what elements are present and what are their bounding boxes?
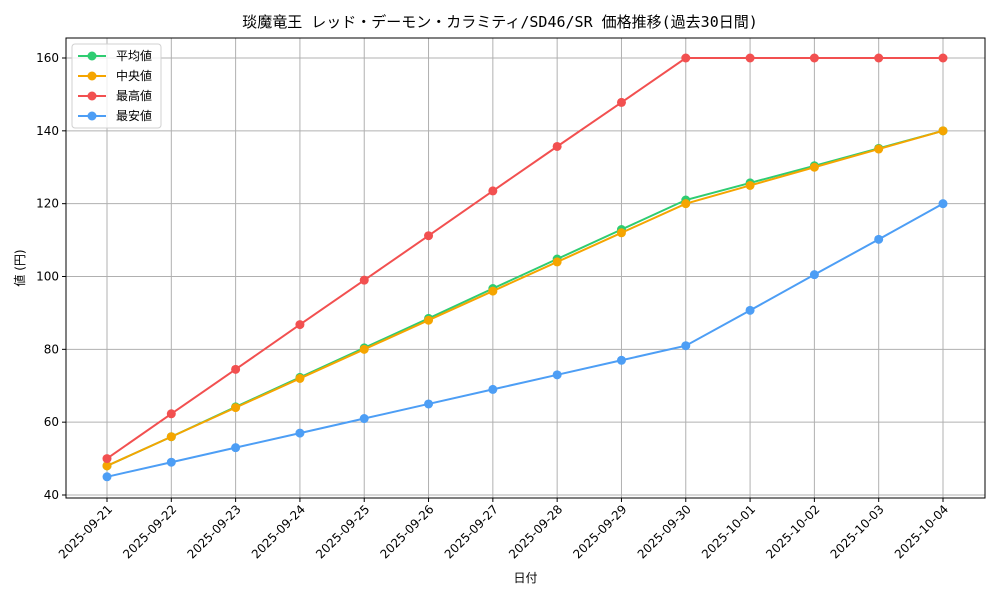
data-point xyxy=(102,454,112,464)
x-tick-label: 2025-10-03 xyxy=(828,502,887,561)
data-point xyxy=(359,414,369,424)
data-point xyxy=(681,341,691,351)
data-point xyxy=(424,231,434,241)
y-tick-label: 140 xyxy=(36,124,59,138)
data-point xyxy=(295,428,305,438)
data-point xyxy=(359,344,369,354)
data-point xyxy=(231,443,241,453)
legend-entry: 中央値 xyxy=(116,68,152,83)
x-tick-label: 2025-09-26 xyxy=(377,502,436,561)
grid xyxy=(66,38,985,498)
data-point xyxy=(488,286,498,296)
data-point xyxy=(745,305,755,315)
x-tick-label: 2025-09-23 xyxy=(185,502,244,561)
data-point xyxy=(681,53,691,63)
x-tick-label: 2025-09-29 xyxy=(570,502,629,561)
legend-entry: 最高値 xyxy=(116,88,152,103)
data-point xyxy=(938,199,948,209)
data-point xyxy=(102,472,112,482)
x-tick-label: 2025-10-02 xyxy=(763,502,822,561)
series-line xyxy=(102,126,948,471)
data-point xyxy=(102,461,112,471)
x-tick-label: 2025-10-01 xyxy=(699,502,758,561)
y-tick-label: 60 xyxy=(44,415,59,429)
series-line xyxy=(102,53,948,464)
y-tick-label: 100 xyxy=(36,270,59,284)
data-point xyxy=(681,199,691,209)
data-point xyxy=(424,315,434,325)
data-point xyxy=(359,275,369,285)
data-point xyxy=(745,53,755,63)
data-point xyxy=(874,144,884,154)
data-point xyxy=(166,409,176,419)
y-tick-label: 160 xyxy=(36,51,59,65)
x-tick-label: 2025-09-28 xyxy=(506,502,565,561)
x-axis-label: 日付 xyxy=(513,571,537,585)
y-axis-label: 値 (円) xyxy=(12,249,27,286)
x-tick-label: 2025-09-30 xyxy=(635,502,694,561)
data-point xyxy=(488,384,498,394)
data-point xyxy=(745,180,755,190)
data-point xyxy=(874,234,884,244)
data-point xyxy=(874,53,884,63)
data-point xyxy=(809,270,819,280)
data-point xyxy=(166,457,176,467)
x-tick-label: 2025-09-21 xyxy=(56,502,115,561)
y-tick-label: 40 xyxy=(44,488,59,502)
legend-entry: 最安値 xyxy=(116,108,152,123)
data-point xyxy=(616,228,626,238)
data-point xyxy=(424,399,434,409)
data-point xyxy=(231,364,241,374)
chart-title: 琰魔竜王 レッド・デーモン・カラミティ/SD46/SR 価格推移(過去30日間) xyxy=(242,13,758,31)
data-point xyxy=(616,97,626,107)
data-point xyxy=(809,162,819,172)
legend-entry: 平均値 xyxy=(116,48,152,63)
data-point xyxy=(295,373,305,383)
series-line xyxy=(102,199,948,482)
data-point xyxy=(166,432,176,442)
data-point xyxy=(938,53,948,63)
data-point xyxy=(231,403,241,413)
data-point xyxy=(552,370,562,380)
data-point xyxy=(616,355,626,365)
x-tick-label: 2025-10-04 xyxy=(892,502,951,561)
x-tick-label: 2025-09-22 xyxy=(120,502,179,561)
data-point xyxy=(488,186,498,196)
data-point xyxy=(938,126,948,136)
data-point xyxy=(552,257,562,267)
series-line xyxy=(102,126,948,471)
data-point xyxy=(295,320,305,330)
x-tick-label: 2025-09-24 xyxy=(249,502,308,561)
data-point xyxy=(809,53,819,63)
x-tick-label: 2025-09-27 xyxy=(442,502,501,561)
x-tick-label: 2025-09-25 xyxy=(313,502,372,561)
plot-area xyxy=(65,37,986,499)
data-point xyxy=(552,141,562,151)
y-tick-label: 80 xyxy=(44,342,59,356)
y-tick-label: 120 xyxy=(36,197,59,211)
